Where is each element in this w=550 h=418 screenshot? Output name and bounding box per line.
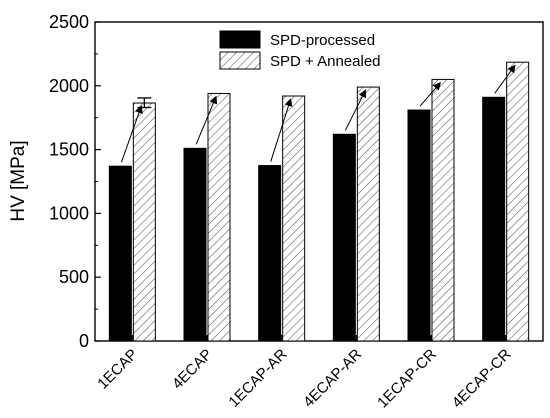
change-arrow <box>270 98 293 162</box>
x-category-label: 4ECAP <box>169 346 216 393</box>
bar-spd-annealed <box>506 61 530 342</box>
legend-swatch-spd-annealed <box>219 51 261 70</box>
bar-spd-annealed <box>132 102 156 342</box>
bar-spd-processed <box>407 109 431 342</box>
bar-spd-processed <box>108 165 132 342</box>
bar-spd-annealed <box>282 95 306 342</box>
y-tick-label: 1000 <box>49 203 89 223</box>
x-category-label: 4ECAP-AR <box>300 346 365 411</box>
y-tick-label: 0 <box>79 331 89 351</box>
bar-spd-processed <box>183 147 207 342</box>
bar-spd-annealed <box>356 86 380 342</box>
change-arrow <box>419 81 442 107</box>
legend-label-spd-processed: SPD-processed <box>270 32 375 49</box>
y-axis-title: HV [MPa] <box>8 140 29 221</box>
legend-label-spd-annealed: SPD + Annealed <box>270 53 381 70</box>
bar-spd-annealed <box>431 78 455 342</box>
y-tick-label: 2000 <box>49 76 89 96</box>
change-arrow <box>120 105 143 163</box>
y-tick-label: 2500 <box>49 12 89 32</box>
legend-swatch-spd-processed <box>219 30 261 49</box>
x-category-label: 1ECAP <box>94 346 141 393</box>
x-category-label: 4ECAP-CR <box>449 346 515 412</box>
y-tick-label: 500 <box>59 267 89 287</box>
legend: SPD-processed SPD + Annealed <box>219 30 381 70</box>
x-category-label: 1ECAP-AR <box>225 346 290 411</box>
bar-spd-processed <box>332 133 356 342</box>
change-arrow <box>344 89 366 131</box>
bar-spd-processed <box>258 165 282 342</box>
x-category-label: 1ECAP-CR <box>374 346 440 412</box>
y-tick-label: 1500 <box>49 140 89 160</box>
change-arrow <box>494 64 516 94</box>
bar-spd-annealed <box>207 92 231 342</box>
change-arrow <box>195 95 218 145</box>
bar-spd-processed <box>482 96 506 342</box>
